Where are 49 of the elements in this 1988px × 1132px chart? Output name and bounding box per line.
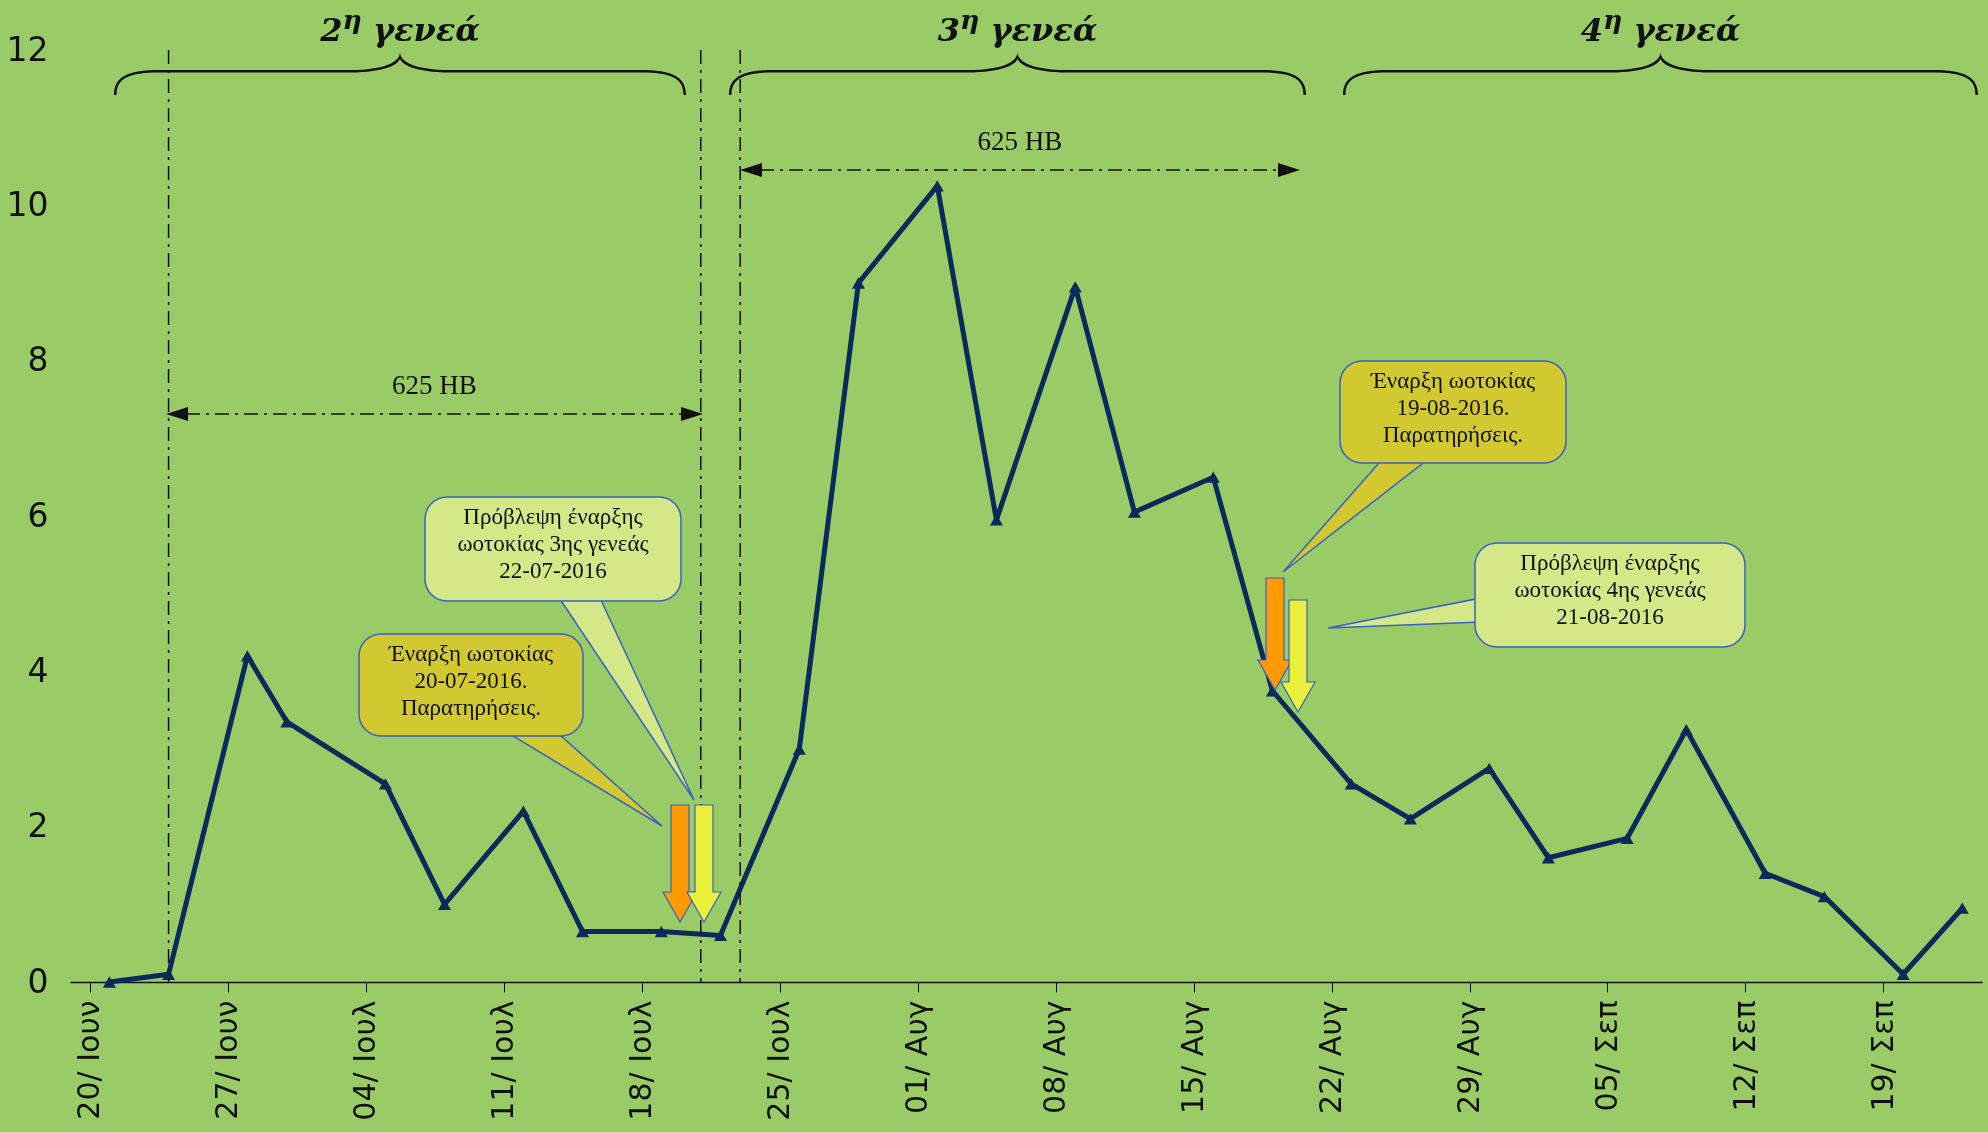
point — [1541, 852, 1555, 864]
annotation: Έναρξη ωοτοκίας 20-07-2016. Παρατηρήσεις. — [388, 641, 554, 720]
text: 4$^{η}$ γενεά — [1580, 4, 1741, 49]
annotation: Έναρξη ωοτοκίας 19-08-2016. Παρατηρήσεις. — [1370, 368, 1536, 447]
x-tick-label: 19/ Σεπ — [1864, 1000, 1900, 1112]
x-tick-label: 22/ Αυγ — [1313, 1000, 1349, 1114]
y-tick-label: 6 — [27, 495, 49, 535]
x-tick-label: 15/ Αυγ — [1175, 1000, 1211, 1114]
point — [713, 929, 727, 942]
point — [280, 716, 294, 728]
x-tick-label: 29/ Αυγ — [1451, 1000, 1487, 1114]
point — [1403, 813, 1417, 825]
annotation: 625 HB — [977, 126, 1063, 157]
x-tick-label: 12/ Σεπ — [1726, 1000, 1762, 1112]
y-tick-label: 12 — [6, 29, 49, 69]
point — [1344, 778, 1358, 790]
y-tick-label: 10 — [6, 184, 49, 224]
point — [102, 976, 116, 988]
point — [851, 277, 865, 289]
x-tick-label: 05/ Σεπ — [1588, 1000, 1624, 1112]
annotation: Πρόβλεψη έναρξης ωοτοκίας 3ης γενεάς 22-07-2016 — [457, 504, 649, 583]
y-tick-label: 4 — [27, 650, 49, 690]
x-tick-label: 01/ Αυγ — [899, 1000, 935, 1114]
point — [1896, 968, 1910, 980]
x-tick-label: 27/ Ιουν — [209, 1000, 245, 1120]
point — [654, 925, 668, 938]
y-tick-label: 0 — [27, 961, 49, 1001]
point — [1679, 723, 1693, 736]
point — [1758, 867, 1772, 879]
x-tick-label: 18/ Ιουλ — [623, 1000, 659, 1121]
x-tick-label: 20/ Ιουν — [71, 1000, 107, 1120]
text: 2$^{η}$ γενεά — [320, 4, 480, 49]
text: 3$^{η}$ γενεά — [937, 4, 1098, 49]
annotation: 625 HB — [392, 370, 477, 401]
annotation: Πρόβλεψη έναρξης ωοτοκίας 4ης γενεάς 21-08-2016 — [1514, 550, 1706, 629]
x-tick-label: 25/ Ιουλ — [761, 1000, 797, 1121]
x-tick-label: 04/ Ιουλ — [347, 1000, 383, 1121]
point — [516, 805, 530, 817]
point — [438, 898, 452, 910]
x-tick-label: 08/ Αυγ — [1037, 1000, 1073, 1114]
point — [1620, 832, 1634, 844]
y-tick-label: 2 — [27, 806, 49, 846]
point — [1068, 281, 1082, 293]
point — [378, 778, 392, 790]
y-tick-label: 8 — [27, 340, 49, 380]
point — [240, 650, 254, 662]
point — [1206, 471, 1220, 483]
x-tick-label: 11/ Ιουλ — [485, 1000, 521, 1121]
point — [575, 925, 590, 938]
